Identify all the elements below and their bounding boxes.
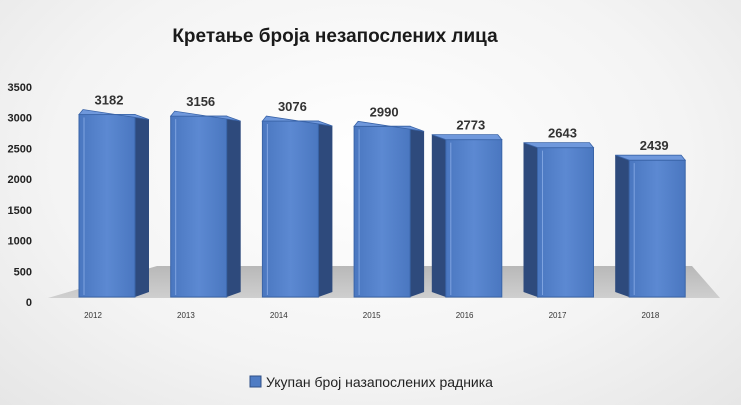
x-tick-label: 2014 [270, 311, 288, 320]
bar-group [431, 134, 503, 298]
bar-side [431, 134, 446, 297]
y-tick-label: 1500 [8, 205, 32, 217]
data-label: 2643 [548, 126, 577, 141]
bars: 3182 3156 3076 2990 2773 2643 2439 [78, 93, 687, 298]
y-tick-label: 3500 [8, 82, 32, 94]
bar-group [169, 110, 241, 298]
bar [628, 159, 686, 298]
x-tick-label: 2015 [363, 311, 381, 320]
x-axis: 2012 2013 2014 2015 2016 2017 2018 [84, 311, 660, 320]
y-tick-label: 500 [14, 266, 32, 278]
bar-group [615, 154, 687, 298]
data-label: 2990 [370, 104, 399, 119]
bar-top [431, 134, 503, 141]
data-label: 3156 [186, 94, 215, 109]
bar-top [78, 109, 150, 120]
bar [445, 139, 503, 298]
bar-side [318, 121, 333, 297]
bar-top [615, 154, 687, 161]
x-tick-label: 2018 [642, 311, 660, 320]
bar-top [353, 120, 425, 132]
data-label: 2773 [456, 118, 485, 133]
bar [537, 147, 594, 298]
y-tick-label: 2000 [8, 174, 32, 186]
bar-top [169, 110, 241, 122]
bar-top [523, 142, 595, 149]
legend-label: Укупан број назапослених радника [266, 374, 493, 390]
y-axis: 0 500 1000 1500 2000 2500 3000 3500 [8, 82, 32, 309]
y-tick-label: 2500 [8, 143, 32, 155]
bar-side [615, 155, 630, 297]
chart-title: Кретање броја незапослених лица [172, 26, 498, 47]
x-tick-label: 2016 [456, 311, 474, 320]
x-tick-label: 2012 [84, 311, 102, 320]
bar-side [226, 116, 241, 297]
data-label: 3182 [95, 93, 124, 108]
bar-group [261, 115, 333, 298]
y-tick-label: 1000 [8, 236, 32, 248]
bar [261, 120, 319, 298]
bar-group [523, 142, 595, 298]
bar [170, 115, 228, 298]
bar-side [523, 142, 538, 297]
y-tick-label: 0 [26, 297, 32, 309]
x-tick-label: 2013 [177, 311, 195, 320]
bar-side [135, 114, 149, 297]
data-label: 2439 [640, 138, 669, 153]
legend-swatch [249, 375, 262, 388]
bar [353, 125, 411, 298]
bar-group [353, 120, 425, 298]
bar-group [78, 109, 150, 298]
bar-side [410, 126, 425, 297]
legend: Укупан број назапослених радника [249, 374, 493, 390]
y-tick-label: 3000 [8, 113, 32, 125]
x-tick-label: 2017 [549, 311, 567, 320]
bar [78, 114, 136, 298]
bar-top [261, 115, 333, 127]
data-label: 3076 [278, 99, 307, 114]
